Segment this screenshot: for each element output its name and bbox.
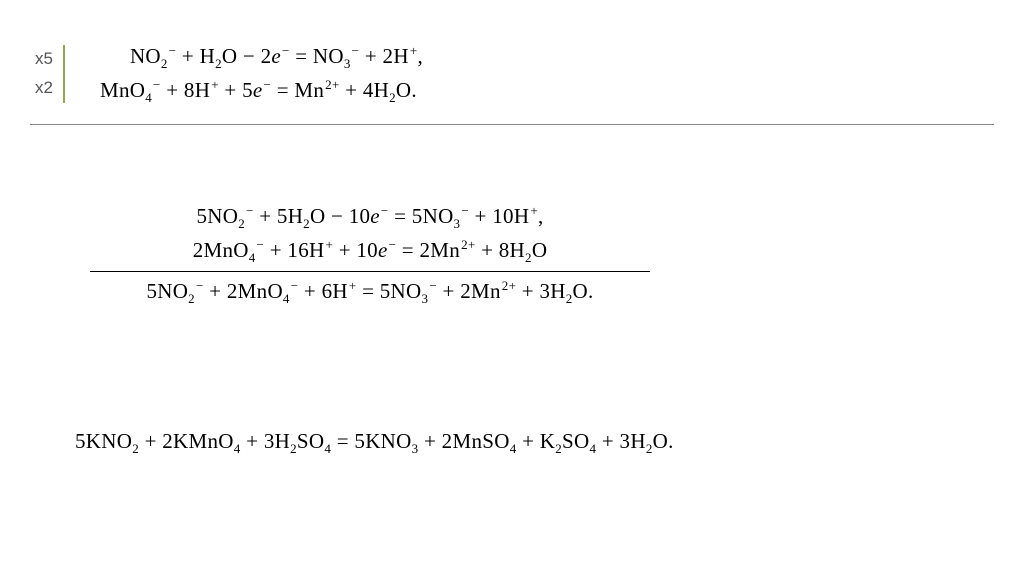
net-ionic-equation: 5NO2− + 2MnO4− + 6H+ = 5NO3− + 2Mn2+ + 3… — [146, 275, 593, 309]
scaled-reduction-equation: 2MnO4− + 16H+ + 10e− = 2Mn2+ + 8H2O — [193, 234, 548, 268]
molecular-block: 5KNO2 + 2KMnO4 + 3H2SO4 = 5KNO3 + 2MnSO4… — [75, 425, 674, 459]
multiplier-1: x5 — [30, 45, 53, 74]
multiplier-2: x2 — [30, 74, 53, 103]
combined-equations: 5NO2− + 5H2O − 10e− = 5NO3− + 10H+, 2MnO… — [90, 200, 650, 309]
reduction-half-equation: MnO4− + 8H+ + 5e− = Mn2+ + 4H2O. — [100, 74, 423, 108]
oxidation-half-equation: NO2− + H2O − 2e− = NO3− + 2H+, — [100, 40, 423, 74]
half-reactions-block: x5 x2 NO2− + H2O − 2e− = NO3− + 2H+, MnO… — [30, 40, 994, 125]
combined-block: 5NO2− + 5H2O − 10e− = 5NO3− + 10H+, 2MnO… — [90, 200, 650, 309]
summation-divider — [90, 271, 650, 272]
multiplier-column: x5 x2 — [30, 45, 65, 103]
scaled-oxidation-equation: 5NO2− + 5H2O − 10e− = 5NO3− + 10H+, — [196, 200, 543, 234]
molecular-equation: 5KNO2 + 2KMnO4 + 3H2SO4 = 5KNO3 + 2MnSO4… — [75, 425, 674, 459]
half-equations-column: NO2− + H2O − 2e− = NO3− + 2H+, MnO4− + 8… — [100, 40, 423, 109]
half-reactions-container: x5 x2 NO2− + H2O − 2e− = NO3− + 2H+, MnO… — [30, 40, 994, 125]
